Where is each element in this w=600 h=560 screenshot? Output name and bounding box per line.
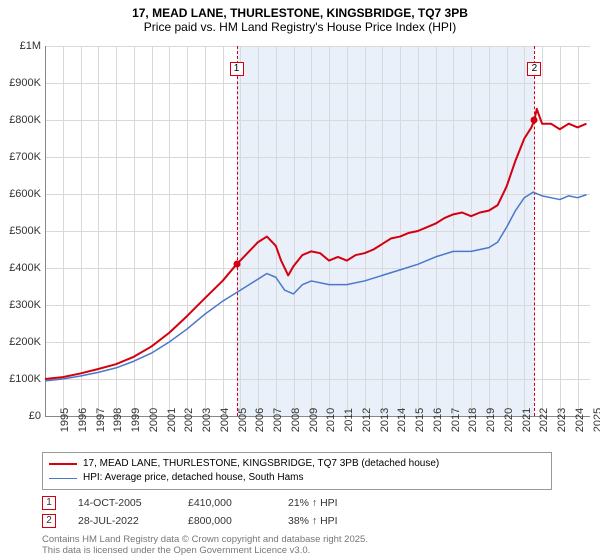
chart-title-subtitle: Price paid vs. HM Land Registry's House … — [0, 20, 600, 34]
sale-marker-dot — [531, 117, 538, 124]
y-axis-label: £600K — [9, 188, 41, 200]
y-axis-label: £1M — [20, 40, 41, 52]
y-axis-label: £300K — [9, 299, 41, 311]
y-axis-label: £700K — [9, 151, 41, 163]
x-axis-label: 2025 — [578, 408, 600, 432]
sales-row-pct: 38% ↑ HPI — [288, 515, 408, 527]
y-axis-label: £500K — [9, 225, 41, 237]
legend-row: HPI: Average price, detached house, Sout… — [49, 471, 545, 485]
chart-title-address: 17, MEAD LANE, THURLESTONE, KINGSBRIDGE,… — [0, 6, 600, 20]
y-axis-label: £0 — [29, 410, 41, 422]
y-axis-label: £100K — [9, 373, 41, 385]
chart-legend: 17, MEAD LANE, THURLESTONE, KINGSBRIDGE,… — [42, 452, 552, 490]
legend-swatch — [49, 463, 77, 465]
sales-row-date: 14-OCT-2005 — [78, 497, 188, 509]
sales-table-row: 1 14-OCT-2005£410,00021% ↑ HPI — [42, 494, 408, 512]
sales-row-pct: 21% ↑ HPI — [288, 497, 408, 509]
legend-label: HPI: Average price, detached house, Sout… — [83, 471, 304, 485]
legend-row: 17, MEAD LANE, THURLESTONE, KINGSBRIDGE,… — [49, 457, 545, 471]
chart-title-block: 17, MEAD LANE, THURLESTONE, KINGSBRIDGE,… — [0, 0, 600, 38]
attribution-footer: Contains HM Land Registry data © Crown c… — [42, 534, 368, 556]
series-hpi — [45, 192, 586, 381]
footer-line1: Contains HM Land Registry data © Crown c… — [42, 534, 368, 545]
sale-marker-box: 2 — [527, 62, 541, 76]
y-axis-label: £400K — [9, 262, 41, 274]
legend-swatch — [49, 478, 77, 479]
sale-marker-dot — [233, 261, 240, 268]
sales-row-price: £410,000 — [188, 497, 288, 509]
sales-table: 1 14-OCT-2005£410,00021% ↑ HPI 2 28-JUL-202… — [42, 494, 408, 530]
sales-row-date: 28-JUL-2022 — [78, 515, 188, 527]
y-axis-label: £800K — [9, 114, 41, 126]
sale-marker-box: 1 — [230, 62, 244, 76]
sales-table-row: 2 28-JUL-2022£800,00038% ↑ HPI — [42, 512, 408, 530]
sales-row-price: £800,000 — [188, 515, 288, 527]
sales-row-marker: 1 — [42, 496, 56, 510]
footer-line2: This data is licensed under the Open Gov… — [42, 545, 368, 556]
legend-label: 17, MEAD LANE, THURLESTONE, KINGSBRIDGE,… — [83, 457, 439, 471]
series-property — [45, 109, 586, 379]
y-axis-label: £200K — [9, 336, 41, 348]
y-axis-label: £900K — [9, 77, 41, 89]
sales-row-marker: 2 — [42, 514, 56, 528]
chart-plot-area: £0£100K£200K£300K£400K£500K£600K£700K£80… — [45, 46, 590, 416]
